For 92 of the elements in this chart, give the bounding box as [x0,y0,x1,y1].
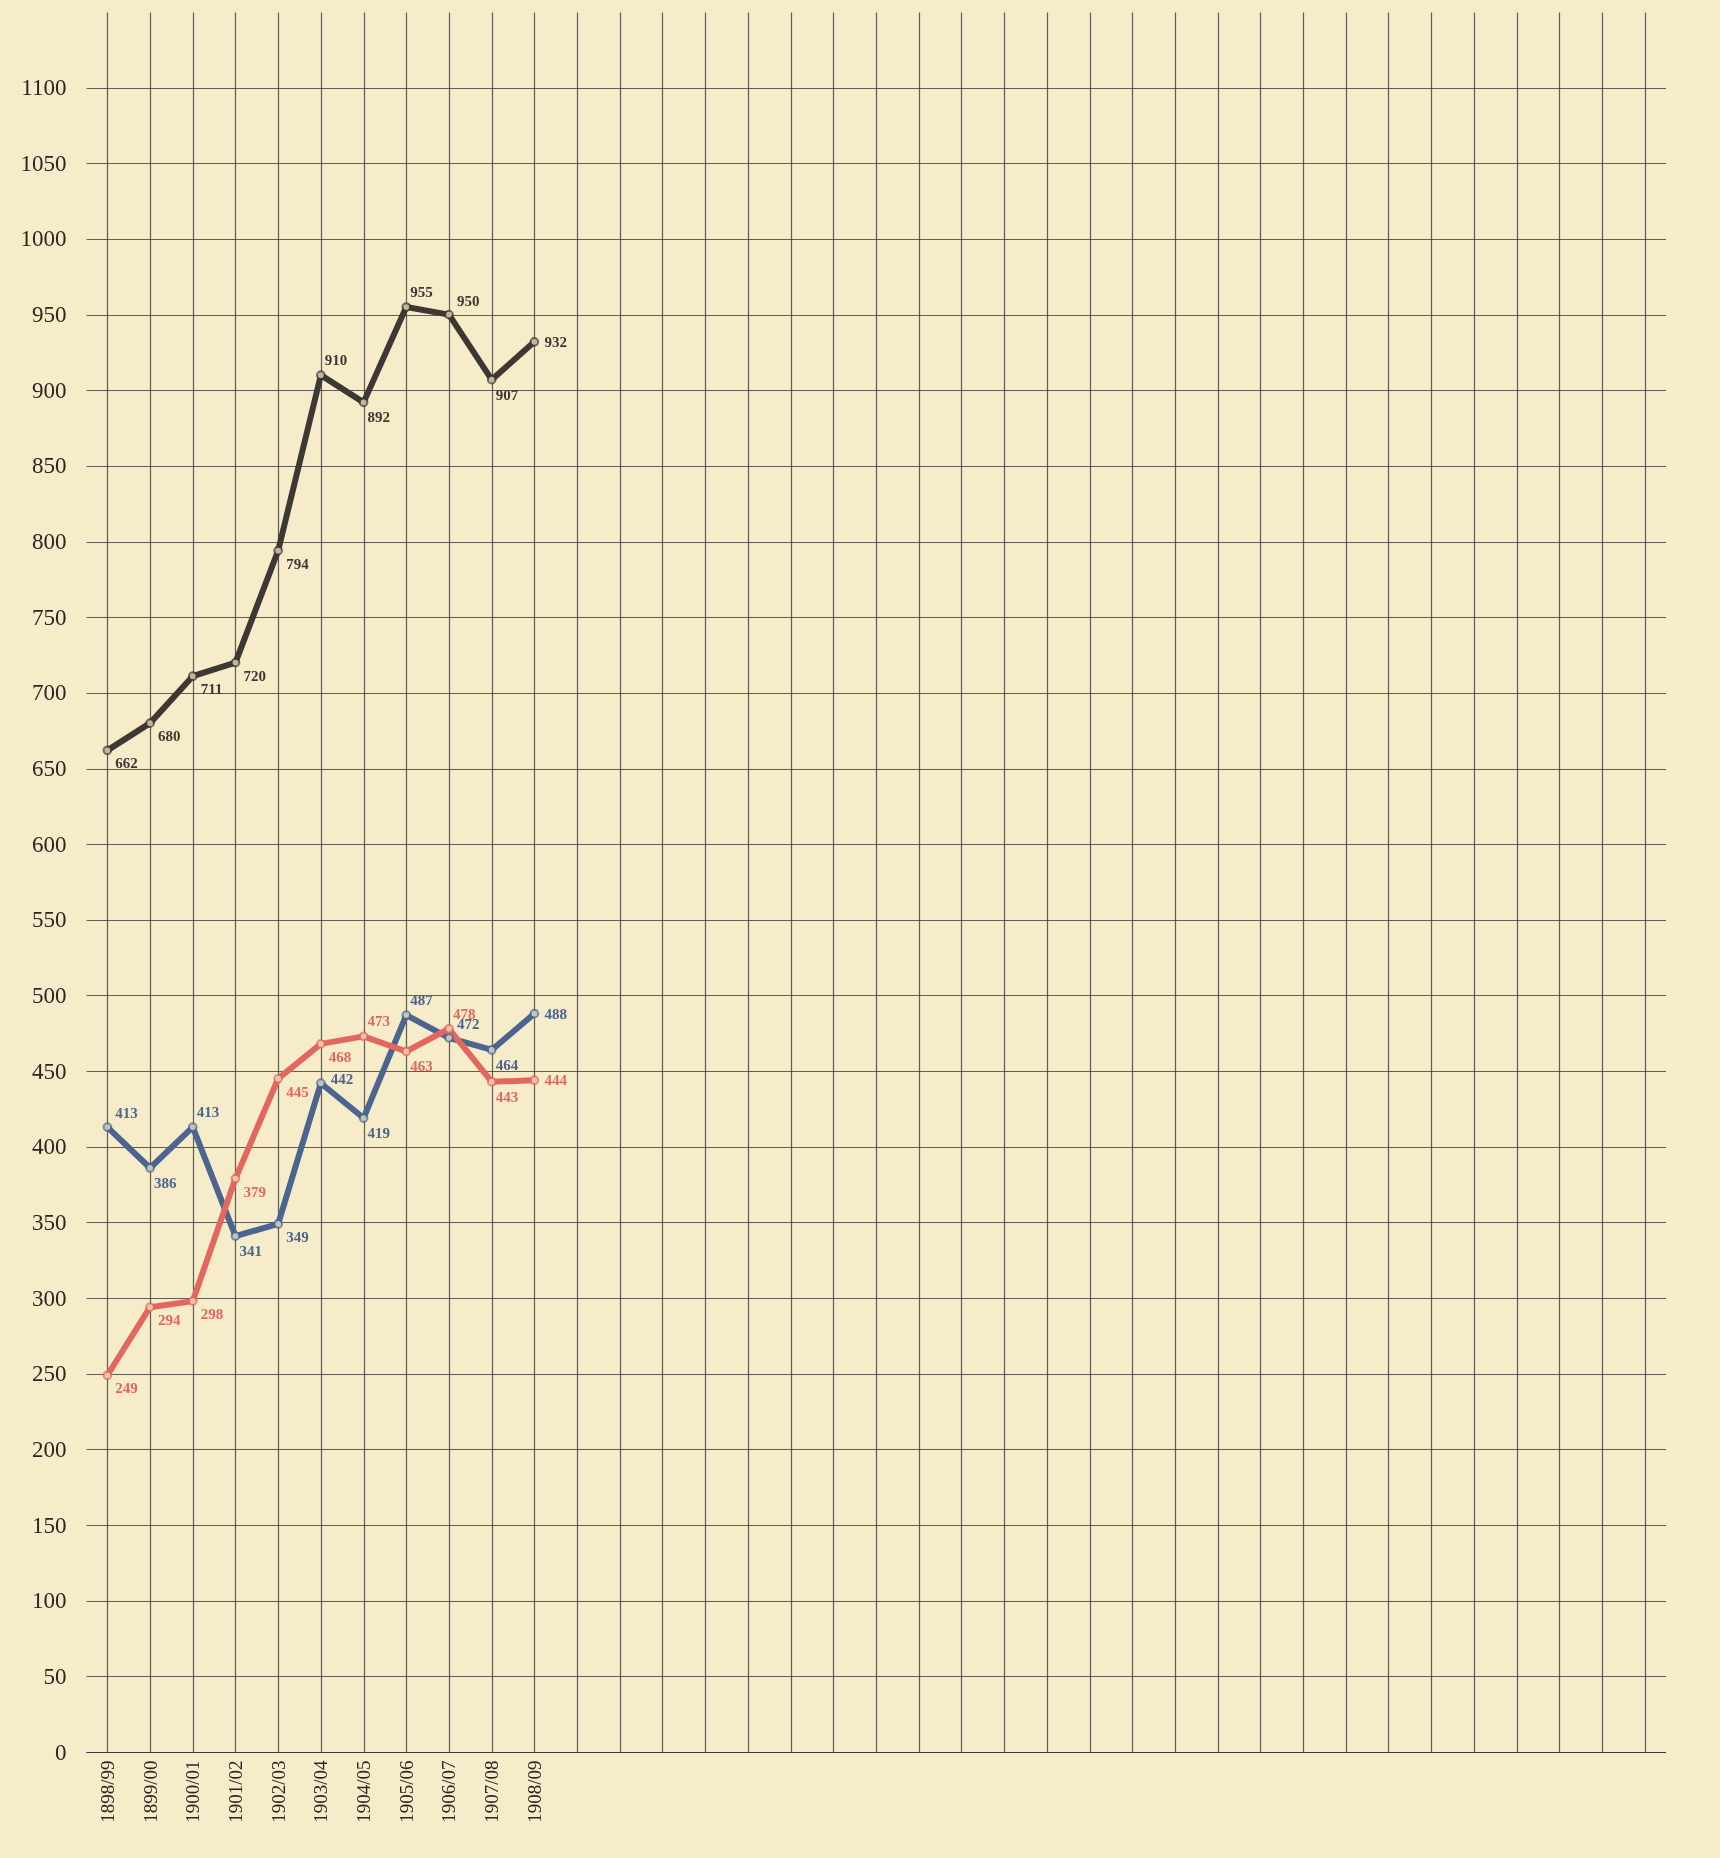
point [230,1173,241,1184]
x-tick-label: 1898/99 [96,1760,118,1823]
data-label: 249 [115,1380,138,1397]
point [145,1163,155,1173]
point [529,336,540,347]
point [401,302,412,312]
point [187,1296,198,1306]
data-label: 955 [410,284,433,301]
y-tick-label: 400 [32,1134,67,1160]
x-tick-label: 1901/02 [224,1760,246,1823]
data-label: 720 [243,667,266,684]
data-label: 464 [495,1056,519,1073]
point [444,1023,454,1034]
y-tick-label: 800 [32,529,67,555]
y-tick-label: 550 [32,907,67,933]
data-label: 662 [115,755,138,772]
x-tick-label: 1905/06 [395,1760,417,1823]
y-tick-label: 300 [32,1285,67,1311]
point [230,657,241,668]
point [273,545,284,556]
point [529,1008,540,1019]
data-label: 487 [410,992,434,1009]
y-tick-label: 50 [43,1663,67,1689]
point [401,1046,412,1057]
data-label: 892 [367,409,391,426]
y-tick-label: 650 [32,756,67,782]
data-label: 443 [495,1088,519,1105]
data-label: 413 [196,1104,220,1121]
y-tick-label: 100 [32,1588,67,1614]
point [273,1219,284,1229]
point [102,1122,113,1132]
point [273,1073,284,1084]
data-label: 680 [158,728,181,745]
point [358,1031,369,1042]
data-label: 794 [286,555,310,572]
data-label: 442 [330,1071,354,1088]
data-label: 419 [367,1125,391,1142]
y-tick-label: 1100 [21,75,67,101]
data-label: 488 [544,1005,567,1022]
point [230,1231,241,1241]
data-label: 910 [324,352,348,369]
y-tick-label: 850 [32,453,67,479]
point [444,1032,454,1043]
data-label: 341 [239,1243,262,1260]
x-tick-label: 1906/07 [438,1760,460,1823]
data-label: 468 [328,1048,352,1065]
data-label: 444 [544,1072,568,1089]
data-label: 413 [115,1105,138,1122]
point [486,1076,497,1087]
y-tick-label: 600 [32,831,67,857]
point [444,309,454,320]
y-tick-label: 200 [32,1436,67,1462]
point [358,397,369,408]
y-tick-label: 950 [32,302,67,328]
y-tick-label: 750 [32,604,67,630]
x-tick-label: 1903/04 [310,1760,332,1823]
data-label: 932 [544,333,567,350]
data-label: 379 [243,1183,266,1200]
x-tick-label: 1899/00 [139,1760,161,1823]
x-tick-label: 1902/03 [267,1760,289,1823]
y-tick-label: 700 [32,680,67,706]
y-tick-label: 0 [55,1739,67,1765]
point [315,1039,326,1049]
y-tick-label: 350 [32,1209,67,1235]
y-tick-label: 250 [32,1361,67,1387]
point [529,1075,540,1086]
x-tick-label: 1900/01 [182,1760,204,1823]
y-tick-label: 900 [32,377,67,403]
data-label: 386 [154,1174,178,1191]
point [145,718,155,728]
y-tick-label: 1050 [20,150,67,176]
point [187,671,198,682]
data-label: 463 [410,1058,433,1075]
data-label: 907 [495,386,519,403]
point [102,1370,113,1381]
data-label: 349 [286,1228,309,1245]
point [401,1010,412,1021]
point [102,745,113,756]
y-tick-label: 150 [32,1512,67,1538]
data-label: 298 [200,1306,224,1323]
y-tick-label: 450 [32,1058,67,1084]
data-label: 473 [367,1013,391,1030]
data-label: 950 [456,292,480,309]
x-tick-label: 1904/05 [353,1760,375,1823]
point [486,1045,497,1055]
x-tick-label: 1908/09 [523,1760,545,1823]
y-tick-label: 1000 [20,226,67,252]
x-tick-label: 1907/08 [481,1760,503,1823]
data-label: 294 [158,1312,182,1329]
y-tick-label: 500 [32,982,67,1008]
point [145,1302,155,1313]
data-label: 445 [286,1083,309,1100]
